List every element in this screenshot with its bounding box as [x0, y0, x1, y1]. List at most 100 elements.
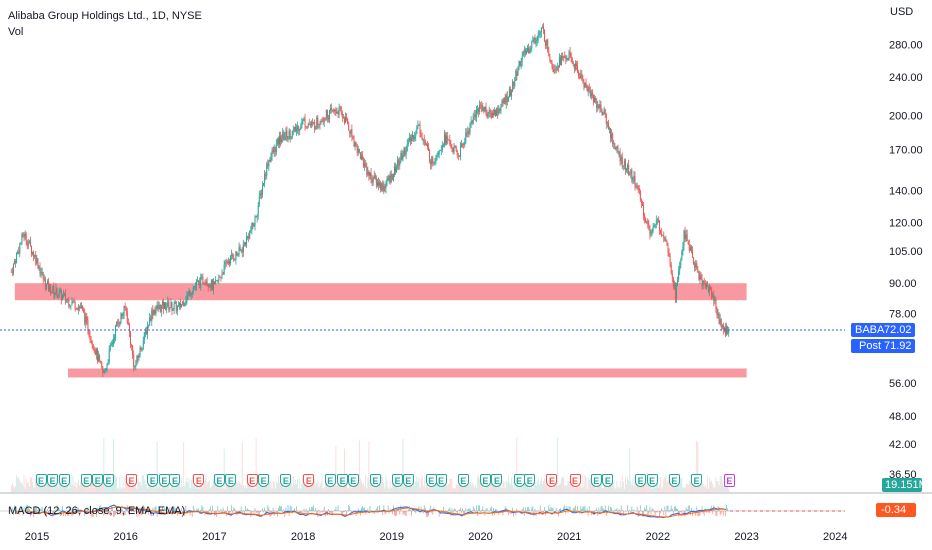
earnings-marker-icon[interactable]: E [491, 474, 503, 487]
earnings-marker-icon[interactable]: E [303, 474, 315, 487]
time-axis[interactable]: 2015 2016 2017 2018 2019 2020 2021 2022 2023 2024 [25, 531, 848, 543]
earnings-marker-icon[interactable]: E [169, 474, 181, 487]
candle-body [715, 299, 717, 309]
volume-bar [717, 480, 719, 492]
earnings-marker-icon[interactable]: E [392, 474, 404, 487]
volume-bar [213, 479, 214, 492]
macd-histogram-bar [529, 509, 531, 511]
macd-histogram-bar [249, 509, 251, 511]
earnings-marker-icon[interactable]: E [546, 474, 558, 487]
earnings-marker-icon[interactable]: E [324, 474, 336, 487]
candle-body [242, 243, 244, 253]
earnings-marker-icon[interactable]: E [590, 474, 602, 487]
candle-body [549, 55, 551, 61]
candle-body [81, 305, 83, 308]
earnings-marker-icon[interactable]: E [646, 474, 658, 487]
candle-body [218, 276, 220, 281]
volume-bar [659, 484, 660, 492]
volume-bar [223, 448, 225, 492]
macd-histogram-bar [156, 511, 158, 517]
macd-histogram-bar [580, 505, 582, 511]
earnings-marker-icon[interactable]: E [524, 474, 536, 487]
earnings-marker-icon[interactable]: E [369, 474, 381, 487]
macd-histogram-bar [289, 505, 291, 511]
earnings-marker-icon[interactable]: E [225, 474, 237, 487]
earnings-marker-icon[interactable]: E [58, 474, 70, 487]
volume-bar [189, 488, 191, 492]
earnings-marker-icon[interactable]: E [147, 474, 159, 487]
earnings-marker-icon[interactable]: E [47, 474, 59, 487]
earnings-marker-icon[interactable]: E [635, 474, 647, 487]
price-axis[interactable]: 280.00240.00200.00170.00140.00120.00105.… [889, 40, 923, 482]
earnings-marker-icon[interactable]: E [602, 474, 614, 487]
volume-bar [90, 483, 92, 492]
volume-bar [116, 477, 118, 492]
macd-histogram-bar [83, 510, 85, 511]
macd-histogram-bar [395, 511, 396, 517]
earnings-marker-icon[interactable]: E [479, 474, 491, 487]
macd-histogram-bar [663, 511, 665, 515]
earnings-marker-icon[interactable]: E [92, 474, 104, 487]
macd-legend[interactable]: MACD (12, 26, close, 9, EMA, EMA) [8, 505, 186, 517]
macd-histogram-bar [455, 511, 457, 512]
time-tick-label: 2024 [823, 531, 847, 543]
candle-body [479, 104, 481, 113]
candle-body [50, 284, 52, 294]
candle-body [93, 349, 95, 351]
candle-body [501, 100, 503, 106]
earnings-marker-icon[interactable]: E [457, 474, 469, 487]
earnings-marker-icon[interactable]: E [35, 474, 47, 487]
earnings-marker-icon[interactable]: E [723, 474, 735, 487]
candle-body [489, 110, 491, 113]
volume-bar [233, 481, 235, 492]
volume-bar [291, 486, 293, 492]
volume-bar [390, 487, 392, 492]
earnings-marker-icon[interactable]: E [402, 474, 414, 487]
volume-bar [622, 481, 624, 492]
candle-body [108, 350, 110, 363]
earnings-marker-icon[interactable]: E [193, 474, 205, 487]
macd-histogram-bar [705, 511, 707, 513]
macd-histogram-bar [583, 506, 585, 511]
macd-histogram-bar [572, 508, 574, 511]
candle-body [424, 141, 426, 145]
candle-body [159, 305, 161, 313]
earnings-marker-icon[interactable]: E [80, 474, 92, 487]
earnings-marker-icon[interactable]: E [213, 474, 225, 487]
candle-body [694, 264, 696, 268]
macd-histogram-bar [570, 509, 572, 511]
earnings-marker-icon[interactable]: E [158, 474, 170, 487]
macd-histogram-bar [702, 511, 704, 514]
earnings-marker-icon[interactable]: E [569, 474, 581, 487]
earnings-marker-icon[interactable]: E [513, 474, 525, 487]
candle-body [431, 157, 433, 165]
volume-bar [538, 484, 540, 492]
earnings-marker-icon[interactable]: E [435, 474, 447, 487]
earnings-marker-icon[interactable]: E [246, 474, 258, 487]
candle-body [457, 155, 459, 157]
macd-histogram-bar [20, 509, 22, 511]
earnings-marker-icon[interactable]: E [126, 474, 138, 487]
earnings-marker-icon[interactable]: E [280, 474, 292, 487]
candle-body [233, 257, 235, 261]
candle-body [385, 183, 387, 189]
earnings-marker-icon[interactable]: E [102, 474, 114, 487]
symbol-title[interactable]: Alibaba Group Holdings Ltd., 1D, NYSE [8, 10, 202, 22]
candle-body [558, 57, 560, 68]
earnings-marker-icon[interactable]: E [347, 474, 359, 487]
volume-legend[interactable]: Vol [8, 26, 24, 38]
volume-bar [714, 487, 716, 492]
candle-body [465, 132, 467, 143]
volume-bar [556, 437, 558, 492]
candle-body [197, 281, 199, 283]
candle-body [375, 178, 377, 186]
earnings-marker-icon[interactable]: E [337, 474, 349, 487]
macd-histogram-bar [172, 507, 174, 511]
earnings-marker-icon[interactable]: E [668, 474, 680, 487]
macd-histogram-bar [378, 510, 379, 511]
earnings-marker-icon[interactable]: E [691, 474, 703, 487]
candle-body [619, 151, 621, 162]
macd-histogram-bar [697, 511, 699, 517]
earnings-marker-icon[interactable]: E [258, 474, 270, 487]
